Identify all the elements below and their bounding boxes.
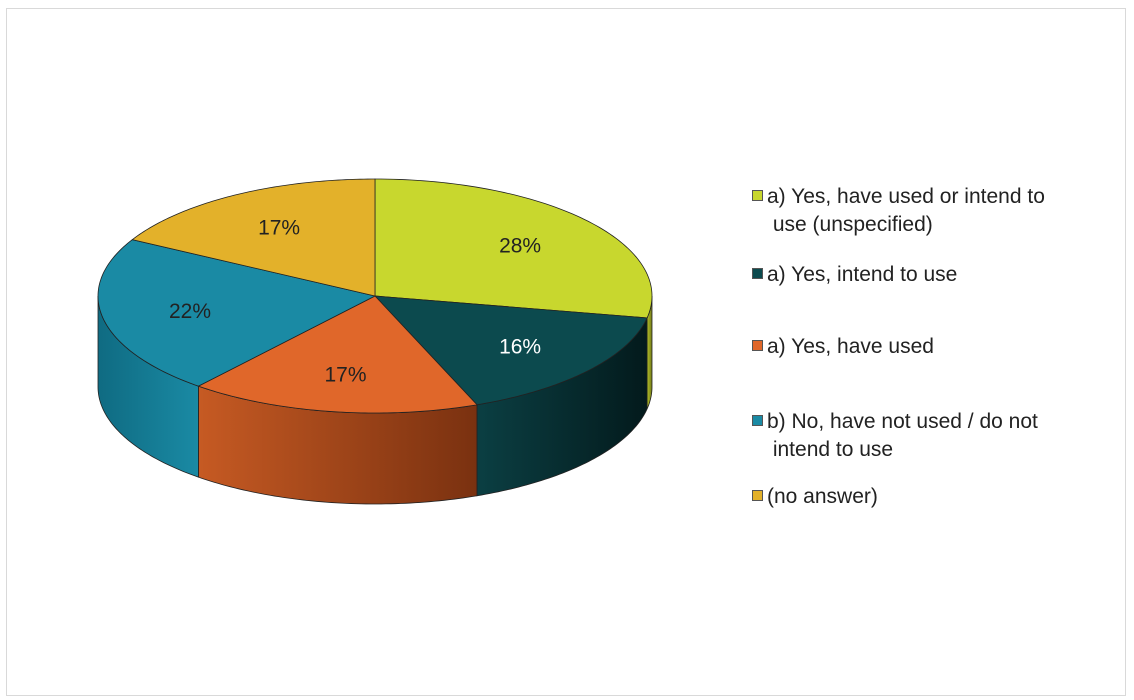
legend-label-4: (no answer) (767, 485, 878, 508)
legend-swatch-3 (752, 415, 763, 426)
pie-slice-3 (97, 239, 377, 387)
legend-item-0: a) Yes, have used or intend to use (unsp… (752, 183, 1117, 239)
pie-slice-4 (131, 178, 376, 297)
data-label-0: 28% (499, 234, 541, 257)
data-label-4: 17% (258, 217, 300, 240)
legend-swatch-4 (752, 490, 763, 501)
pie-labels: 28% 16% 17% 22% 17% (169, 217, 541, 387)
legend-item-4: (no answer) (752, 483, 1117, 511)
legend-item-2: a) Yes, have used (752, 333, 1117, 361)
pie-tops (97, 178, 653, 414)
data-label-1: 16% (499, 336, 541, 359)
legend-label-1: a) Yes, intend to use (767, 263, 958, 286)
legend-item-1: a) Yes, intend to use (752, 261, 1117, 289)
pie-slice-0 (374, 178, 653, 319)
legend-swatch-0 (752, 190, 763, 201)
legend-swatch-2 (752, 340, 763, 351)
pie-slice-2 (197, 295, 478, 414)
data-label-2: 17% (324, 364, 366, 387)
legend-swatch-1 (752, 268, 763, 279)
legend-label-0: a) Yes, have used or intend to use (unsp… (767, 185, 1045, 236)
pie-slice-1 (374, 295, 648, 406)
legend-label-2: a) Yes, have used (767, 335, 934, 358)
data-label-3: 22% (169, 300, 211, 323)
legend-item-3: b) No, have not used / do not intend to … (752, 408, 1117, 464)
legend-label-3: b) No, have not used / do not intend to … (767, 410, 1038, 461)
